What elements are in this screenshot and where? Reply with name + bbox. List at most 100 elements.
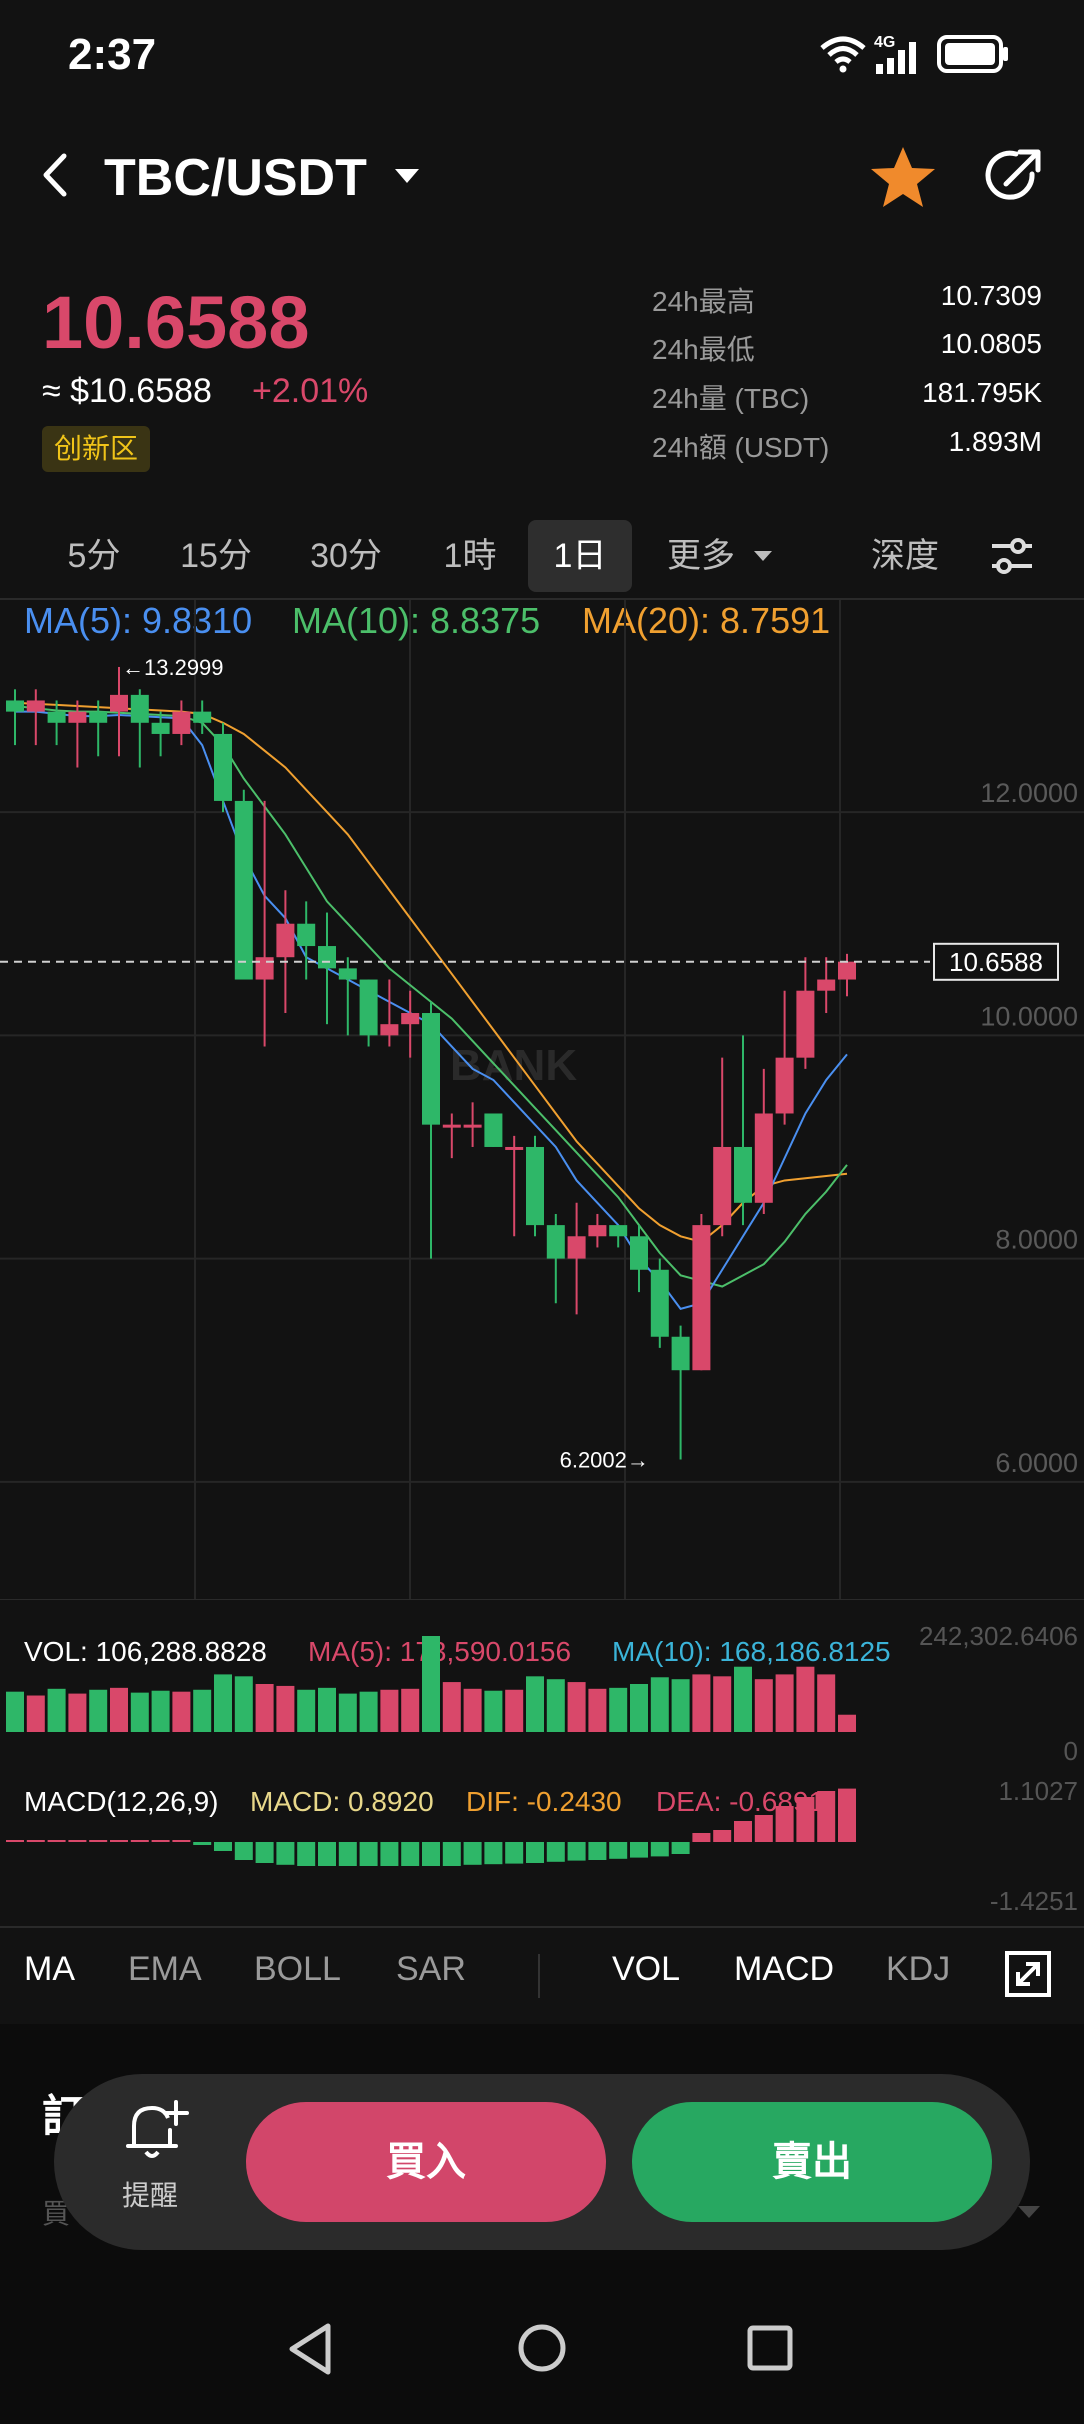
- macd-bar: [775, 1806, 794, 1842]
- indicator-boll[interactable]: BOLL: [254, 1950, 341, 1988]
- volume-bar: [255, 1684, 274, 1732]
- volume-bar: [214, 1674, 232, 1732]
- divider: [0, 598, 1084, 600]
- indicator-ema[interactable]: EMA: [128, 1950, 202, 1988]
- more-caret-icon[interactable]: [752, 549, 774, 563]
- volume-bar: [401, 1688, 420, 1732]
- macd-bar: [671, 1842, 690, 1854]
- volume-bar: [6, 1691, 24, 1732]
- share-icon[interactable]: [980, 144, 1046, 210]
- stat-amount-label: 24h額 (USDT): [652, 432, 830, 463]
- price-change: +2.01%: [252, 372, 369, 410]
- tab-interval-1d[interactable]: 1日: [528, 520, 632, 592]
- macd-bar: [463, 1842, 482, 1865]
- macd-bar: [89, 1840, 108, 1842]
- sell-button[interactable]: 賣出: [632, 2102, 992, 2222]
- caret-down-icon[interactable]: [392, 166, 422, 186]
- sheet-caret-icon: [1018, 2206, 1040, 2218]
- macd-bar: [734, 1821, 752, 1842]
- macd-bar: [359, 1842, 378, 1866]
- favorite-star-icon[interactable]: [868, 144, 938, 210]
- stat-low-label: 24h最低: [652, 334, 755, 365]
- macd-bar: [130, 1840, 149, 1842]
- ma20-legend: MA(20): 8.7591: [582, 600, 831, 641]
- buy-button[interactable]: 買入: [246, 2102, 606, 2222]
- candle-body: [193, 711, 212, 723]
- candle-body: [463, 1124, 482, 1128]
- candle-body: [422, 1013, 440, 1125]
- tab-interval-5m[interactable]: 5分: [67, 537, 121, 575]
- candle-body: [401, 1013, 420, 1025]
- fullscreen-icon[interactable]: [1004, 1950, 1052, 1998]
- volume-bar: [110, 1687, 128, 1732]
- macd-bar: [422, 1842, 440, 1866]
- tab-more[interactable]: 更多: [667, 537, 735, 575]
- candle-body: [838, 961, 856, 980]
- divider: [0, 1926, 1084, 1928]
- candle-body: [609, 1225, 628, 1237]
- price-axis-label: 8.0000: [995, 1225, 1078, 1255]
- volume-bar: [422, 1636, 440, 1732]
- candle-body: [68, 711, 87, 723]
- macd-chart: 1.1027 -1.4251: [6, 1776, 1078, 1916]
- volume-bar: [546, 1679, 565, 1732]
- chart-settings-icon[interactable]: [988, 534, 1036, 578]
- volume-bar: [442, 1682, 461, 1732]
- macd-bar: [505, 1842, 524, 1864]
- volume-bar: [463, 1688, 482, 1732]
- candle-body: [47, 711, 66, 723]
- candle-body: [89, 711, 108, 723]
- macd-bar: [47, 1840, 66, 1842]
- indicator-kdj[interactable]: KDJ: [886, 1950, 951, 1988]
- nav-recents-icon[interactable]: [746, 2324, 794, 2372]
- stat-amount-value: 1.893M: [948, 426, 1042, 457]
- macd-bar: [567, 1842, 586, 1861]
- price-axis-label: 6.0000: [995, 1448, 1078, 1478]
- volume-bar: [588, 1688, 607, 1732]
- candle-body: [817, 979, 836, 991]
- candle-body: [318, 946, 336, 969]
- indicator-vol[interactable]: VOL: [612, 1950, 681, 1988]
- volume-bar: [297, 1689, 316, 1732]
- nav-back-icon[interactable]: [286, 2322, 336, 2376]
- alert-bell-icon[interactable]: [120, 2096, 190, 2164]
- watermark-text: BANK: [450, 1041, 577, 1090]
- candle-body: [234, 800, 253, 980]
- tab-interval-30m[interactable]: 30分: [310, 537, 382, 575]
- volume-chart: 242,302.6406 0: [6, 1621, 1078, 1766]
- macd-bar: [817, 1791, 836, 1842]
- zone-badge[interactable]: 创新区: [42, 426, 151, 472]
- macd-axis-bottom: -1.4251: [990, 1886, 1078, 1916]
- last-price-tag-text: 10.6588: [949, 947, 1043, 977]
- volume-bar: [526, 1676, 544, 1732]
- volume-bar: [505, 1689, 524, 1732]
- pair-title[interactable]: TBC/USDT: [104, 149, 367, 207]
- macd-bar: [214, 1842, 232, 1851]
- back-arrow-icon[interactable]: [36, 150, 76, 200]
- tab-interval-1h[interactable]: 1時: [443, 537, 497, 575]
- macd-bar: [401, 1842, 420, 1866]
- macd-bar: [650, 1842, 669, 1857]
- volume-bar: [630, 1684, 648, 1732]
- candle-body: [172, 711, 191, 734]
- indicator-sar[interactable]: SAR: [396, 1950, 466, 1988]
- candle-body: [276, 923, 295, 958]
- macd-bar: [234, 1842, 253, 1860]
- macd-bar: [380, 1842, 399, 1866]
- volume-bar: [796, 1666, 815, 1732]
- tab-interval-15m[interactable]: 15分: [180, 537, 252, 575]
- volume-bar: [276, 1685, 295, 1732]
- ma5-legend: MA(5): 9.8310: [24, 600, 253, 641]
- macd-bar: [172, 1840, 191, 1842]
- indicator-macd[interactable]: MACD: [734, 1950, 835, 1988]
- alert-label[interactable]: 提醒: [122, 2180, 179, 2211]
- macd-bar: [609, 1842, 628, 1859]
- indicator-ma[interactable]: MA: [24, 1950, 75, 1988]
- tab-depth[interactable]: 深度: [871, 537, 939, 575]
- nav-home-icon[interactable]: [516, 2322, 568, 2374]
- volume-bar: [193, 1689, 212, 1732]
- candle-body: [692, 1225, 711, 1371]
- vol-axis-zero: 0: [1064, 1736, 1078, 1766]
- volume-bar: [484, 1690, 503, 1732]
